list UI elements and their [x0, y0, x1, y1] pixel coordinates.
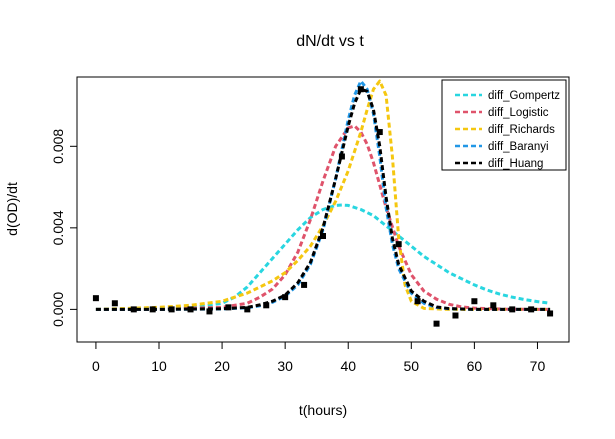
observed-point: [357, 86, 364, 93]
observed-points: [92, 86, 554, 327]
observed-point: [225, 304, 232, 311]
x-axis: 0 10 20 30 40 50 60 70: [92, 341, 546, 374]
observed-point: [376, 129, 383, 136]
observed-point: [338, 153, 345, 160]
legend-label: diff_Richards: [488, 124, 555, 136]
x-tick-label: 0: [92, 358, 100, 374]
series-layer: [95, 79, 551, 311]
observed-point: [490, 302, 497, 309]
series-line-diff-richards: [95, 79, 551, 311]
y-tick-label: 0.004: [50, 210, 66, 245]
legend-box: [441, 79, 567, 171]
x-tick-label: 50: [404, 358, 420, 374]
observed-point: [282, 294, 289, 301]
observed-point: [168, 306, 175, 313]
chart-title: dN/dt vs t: [296, 33, 364, 50]
y-axis-title: d(OD)/dt: [4, 182, 20, 236]
legend-label: diff_Baranyi: [488, 141, 549, 153]
observed-point: [452, 312, 459, 319]
legend-label: diff_Logistic: [488, 107, 549, 119]
observed-point: [547, 310, 554, 317]
observed-point: [263, 302, 270, 309]
series-line-diff-gompertz: [95, 203, 551, 311]
observed-point: [509, 306, 516, 313]
series-line-diff-logistic: [95, 124, 551, 311]
x-tick-label: 60: [467, 358, 483, 374]
observed-point: [149, 306, 156, 313]
y-tick-label: 0.008: [50, 129, 66, 164]
x-tick-label: 40: [340, 358, 356, 374]
observed-point: [320, 233, 326, 239]
observed-point: [395, 241, 402, 248]
series-line-diff-baranyi: [95, 79, 551, 311]
observed-point: [471, 298, 478, 305]
legend-label: diff_Gompertz: [488, 90, 560, 102]
x-tick-label: 10: [151, 358, 167, 374]
observed-point: [187, 306, 194, 313]
observed-point: [244, 306, 251, 313]
x-tick-label: 70: [530, 358, 546, 374]
x-tick-label: 20: [214, 358, 230, 374]
observed-point: [528, 306, 535, 313]
observed-point: [92, 295, 99, 302]
observed-point: [301, 281, 308, 288]
x-axis-title: t(hours): [299, 402, 347, 418]
observed-point: [206, 308, 213, 315]
x-tick-label: 30: [277, 358, 293, 374]
legend: diff_Gompertz diff_Logistic diff_Richardsd…: [441, 79, 567, 171]
observed-point: [433, 320, 440, 327]
y-axis: 0.000 0.004 0.008: [50, 129, 78, 327]
observed-point: [130, 306, 137, 313]
observed-point: [414, 298, 421, 305]
legend-label: diff_Huang: [488, 158, 543, 170]
observed-point: [111, 300, 118, 307]
y-tick-label: 0.000: [50, 292, 66, 327]
